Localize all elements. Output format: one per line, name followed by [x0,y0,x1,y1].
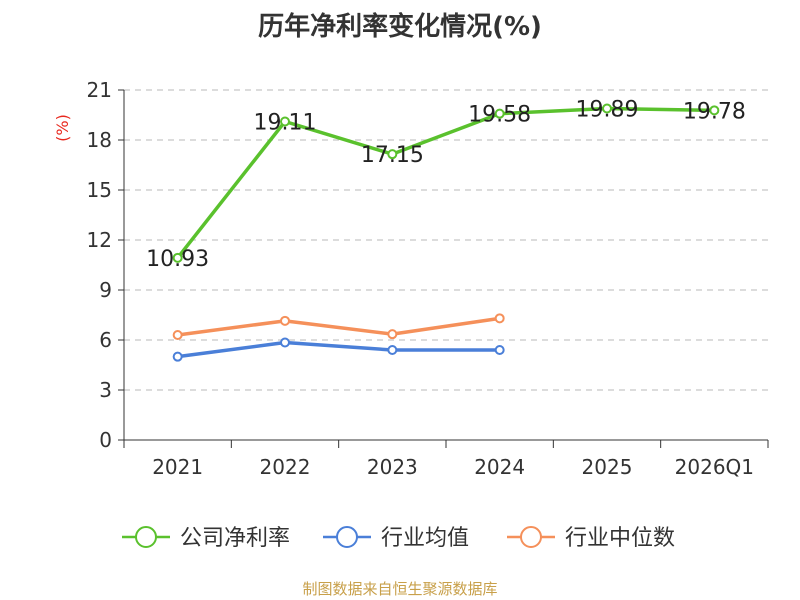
source-note: 制图数据来自恒生聚源数据库 [302,580,498,598]
data-label: 19.11 [254,111,317,136]
data-point [280,315,290,326]
data-point [387,345,398,355]
legend: 公司净利率 行业均值 行业中位数 [122,526,675,551]
data-point [387,149,398,160]
data-point [172,330,183,340]
y-tick-label: 6 [99,328,112,352]
legend-marker [336,526,358,548]
data-point [280,337,290,348]
data-point [172,351,183,362]
data-point [709,105,720,116]
data-point [280,116,290,127]
y-tick-label: 18 [87,128,112,152]
data-point [494,108,505,119]
y-tick-label: 15 [87,178,112,202]
series-group [172,103,720,362]
x-tick-label: 2021 [152,455,203,479]
legend-marker [135,526,157,548]
data-label: 10.93 [146,247,209,272]
data-point [387,329,398,340]
chart-title: 历年净利率变化情况(%) [258,12,542,42]
series-line [177,340,500,359]
series-line [176,106,715,259]
legend-label: 公司净利率 [180,526,290,551]
y-tick-label: 0 [99,428,112,452]
y-tick-label: 21 [87,78,112,102]
x-tick-label: 2022 [260,455,311,479]
grid-lines [124,89,768,391]
data-label: 17.15 [361,143,424,168]
legend-label: 行业均值 [381,526,469,551]
y-tick-label: 9 [99,278,112,302]
y-axis-label: (%) [53,114,72,142]
series-line [177,316,500,337]
data-label: 19.58 [468,103,531,128]
data-point [494,345,505,355]
y-tick-label: 12 [87,228,112,252]
data-point [494,313,505,324]
data-point [602,103,612,114]
axes [118,89,769,448]
y-tick-label: 3 [99,378,112,402]
x-tick-label: 2025 [582,455,633,479]
x-tick-label: 2023 [367,455,418,479]
x-tick-label: 2024 [474,455,525,479]
data-labels: 10.93 19.11 17.15 19.58 19.89 19.78 [146,98,746,272]
x-tick-label: 2026Q1 [675,455,754,479]
legend-marker [520,526,542,548]
legend-label: 行业中位数 [565,526,675,551]
x-tick-labels: 2021 2022 2023 2024 2025 2026Q1 [152,455,754,479]
data-point [172,252,183,263]
data-label: 19.78 [683,99,746,124]
y-tick-labels: 0 3 6 9 12 15 18 21 [87,78,112,452]
data-label: 19.89 [576,98,639,123]
